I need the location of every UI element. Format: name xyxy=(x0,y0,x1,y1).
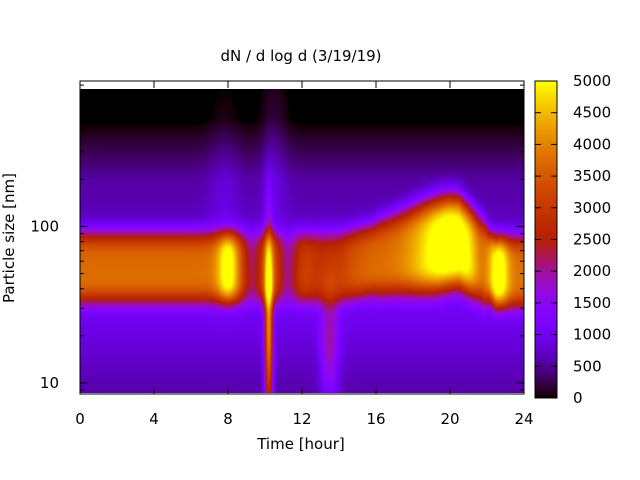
y-axis-label: Particle size [nm] xyxy=(0,173,18,303)
x-tick-label: 0 xyxy=(75,410,85,428)
colorbar-tick-label: 4500 xyxy=(573,104,611,122)
colorbar-tick-label: 2500 xyxy=(573,231,611,249)
x-tick-label: 12 xyxy=(292,410,311,428)
colorbar-gradient xyxy=(535,81,557,398)
colorbar-tick-label: 0 xyxy=(573,389,583,407)
colorbar-tick-label: 1000 xyxy=(573,326,611,344)
heatmap-image xyxy=(80,89,524,393)
colorbar-tick-label: 1500 xyxy=(573,294,611,312)
x-tick-label: 16 xyxy=(366,410,385,428)
colorbar-tick-label: 500 xyxy=(573,357,602,375)
x-tick-label: 8 xyxy=(223,410,233,428)
colorbar-tick-label: 5000 xyxy=(573,72,611,90)
x-axis-label: Time [hour] xyxy=(256,435,345,453)
x-tick-label: 20 xyxy=(440,410,459,428)
y-tick-label: 100 xyxy=(30,217,59,235)
y-tick-label: 10 xyxy=(40,374,59,392)
y-axis: 10 100 xyxy=(30,84,524,392)
chart-title: dN / d log d (3/19/19) xyxy=(220,47,381,65)
x-tick-label: 24 xyxy=(514,410,533,428)
colorbar-tick-label: 3500 xyxy=(573,167,611,185)
x-tick-label: 4 xyxy=(149,410,159,428)
colorbar-tick-label: 2000 xyxy=(573,262,611,280)
colorbar-tick-label: 4000 xyxy=(573,135,611,153)
colorbar-axis: 0 500 1000 1500 2000 2500 3000 3500 4000 4500 5000 xyxy=(535,72,611,407)
x-axis: 0 4 8 12 16 20 24 xyxy=(75,81,534,428)
colorbar-tick-label: 3000 xyxy=(573,199,611,217)
